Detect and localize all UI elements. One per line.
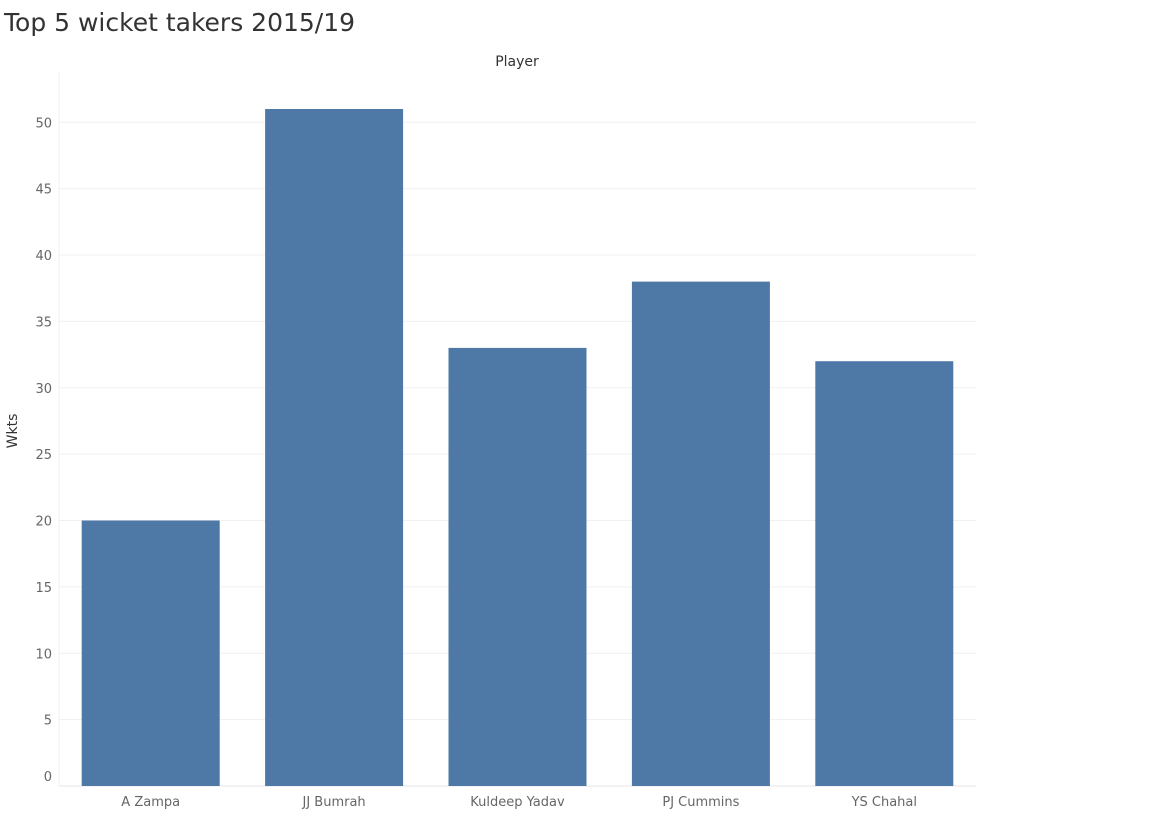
y-tick-label: 35 [35, 315, 52, 330]
x-tick-label: A Zampa [121, 795, 180, 810]
y-tick-label: 20 [35, 515, 52, 530]
bar[interactable] [81, 520, 220, 787]
y-tick-label: 30 [35, 382, 52, 397]
y-tick-label: 5 [44, 714, 52, 729]
y-tick-label: 45 [35, 183, 52, 198]
x-axis-title: Player [495, 54, 539, 70]
y-tick-label: 10 [35, 647, 52, 662]
y-tick-label: 25 [35, 448, 52, 463]
bar[interactable] [815, 361, 954, 786]
bar[interactable] [448, 347, 587, 786]
y-tick-label: 0 [44, 770, 52, 785]
x-tick-label: YS Chahal [851, 795, 917, 810]
y-tick-label: 15 [35, 581, 52, 596]
x-tick-label: Kuldeep Yadav [470, 795, 565, 810]
y-tick-label: 40 [35, 249, 52, 264]
x-tick-label: PJ Cummins [662, 795, 739, 810]
chart-title: Top 5 wicket takers 2015/19 [4, 8, 356, 37]
bars-group [81, 109, 954, 787]
y-axis-ticks: 0 5 10 15 20 25 30 35 40 45 50 [35, 116, 52, 785]
x-tick-label: JJ Bumrah [302, 795, 366, 810]
y-tick-label: 50 [35, 116, 52, 131]
y-axis-title: Wkts [5, 414, 21, 449]
x-axis-ticks: A Zampa JJ Bumrah Kuldeep Yadav PJ Cummins Y… [121, 795, 917, 810]
bar[interactable] [631, 281, 770, 786]
bar[interactable] [265, 109, 404, 786]
